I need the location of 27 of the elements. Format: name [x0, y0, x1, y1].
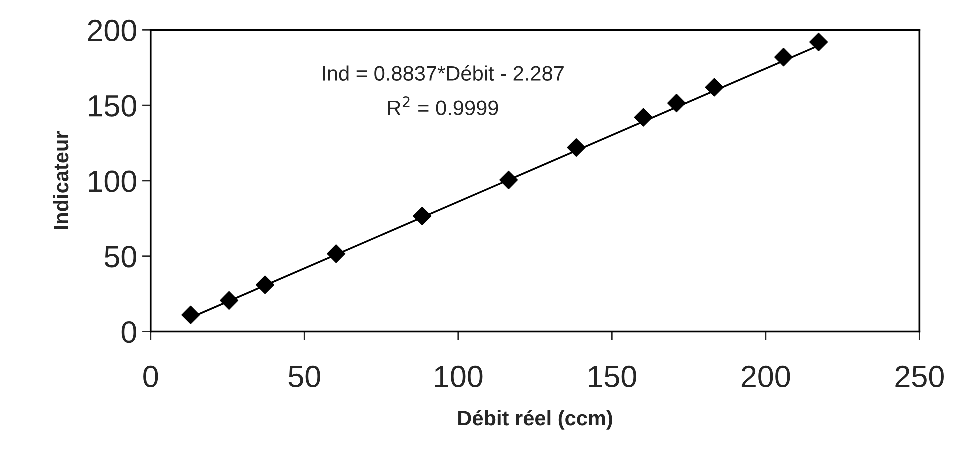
x-tick-label: 100: [435, 366, 483, 388]
y-axis-title: Indicateur: [53, 131, 69, 230]
annotation: R$^{2}$ = 0.9999: [388, 96, 498, 116]
point: [220, 291, 239, 310]
y-tick-label: 150: [89, 95, 136, 117]
annotation: Ind = 0.8837*Débit - 2.287: [323, 65, 564, 81]
x-tick-label: 200: [742, 366, 790, 388]
point: [413, 206, 432, 226]
point: [667, 94, 686, 113]
point: [182, 306, 200, 324]
x-tick-label: 150: [589, 366, 636, 388]
point: [327, 244, 346, 264]
y-tick-label: 200: [88, 20, 136, 42]
point: [567, 138, 586, 158]
point: [705, 78, 724, 97]
y-tick-label: 100: [89, 170, 136, 192]
x-tick-label: 250: [896, 366, 944, 388]
x-axis-title: Débit réel (ccm): [458, 410, 612, 430]
point: [256, 276, 275, 294]
y-tick-label: 0: [122, 321, 136, 344]
x-tick-label: 0: [144, 366, 158, 388]
point: [500, 170, 518, 190]
x-tick-label: 50: [288, 366, 320, 388]
y-tick-label: 50: [104, 246, 136, 268]
point: [810, 32, 828, 52]
point: [774, 48, 794, 67]
point: [634, 108, 653, 127]
